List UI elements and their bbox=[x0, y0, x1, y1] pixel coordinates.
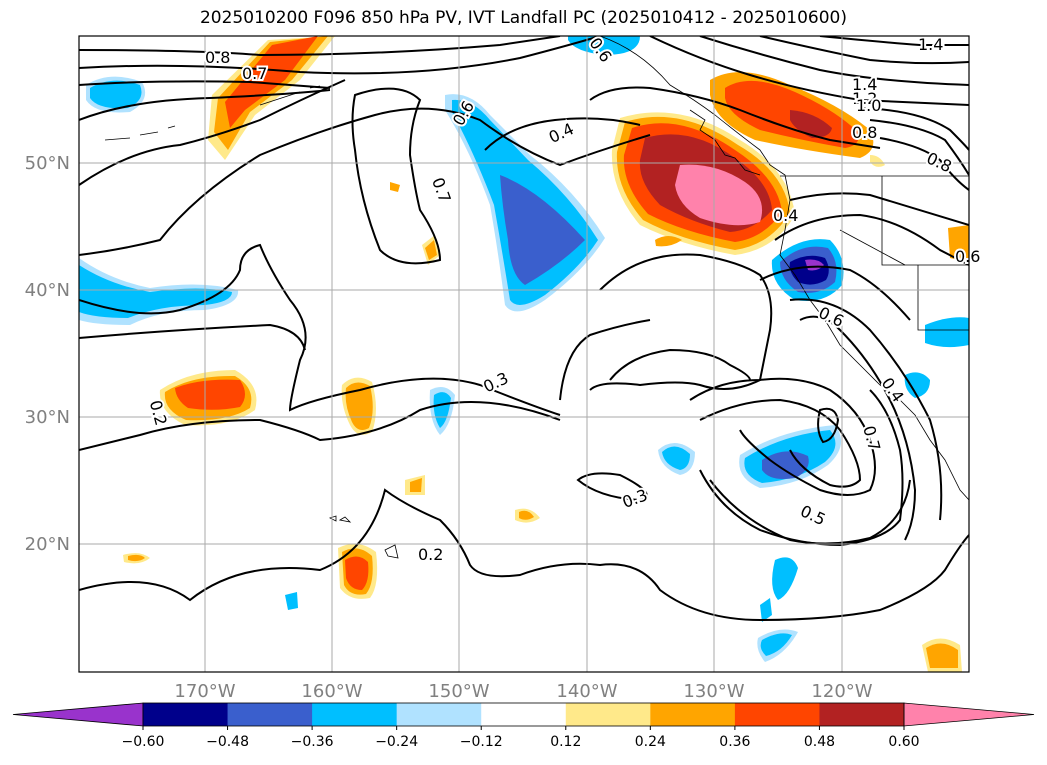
pv-shading bbox=[79, 36, 969, 672]
colorbar-tick-label: −0.36 bbox=[291, 734, 334, 750]
colorbar-tick-label: 0.48 bbox=[804, 734, 835, 750]
colorbar-segment bbox=[312, 703, 398, 726]
colorbar-tick-label: 0.24 bbox=[635, 734, 666, 750]
contour-label: 1.4 bbox=[852, 75, 877, 94]
colorbar-extend-low bbox=[12, 702, 144, 727]
colorbar-tick-label: −0.60 bbox=[122, 734, 165, 750]
colorbar bbox=[12, 702, 1035, 727]
colorbar-outline bbox=[142, 702, 905, 727]
lat-label: 20°N bbox=[25, 534, 70, 555]
coastlines bbox=[104, 36, 969, 559]
map-frame bbox=[78, 35, 970, 673]
colorbar-segment bbox=[819, 703, 905, 726]
contour-label: 0.7 bbox=[242, 64, 267, 83]
colorbar-tick-label: −0.24 bbox=[375, 734, 418, 750]
colorbar-segment bbox=[650, 703, 736, 726]
lon-label: 130°W bbox=[683, 681, 744, 702]
contour-label: 0.8 bbox=[852, 123, 877, 142]
lon-label: 170°W bbox=[174, 681, 235, 702]
lon-label: 120°W bbox=[811, 681, 872, 702]
contour-label: 1.4 bbox=[918, 35, 943, 54]
colorbar-tick-label: 0.12 bbox=[550, 734, 581, 750]
lat-label: 40°N bbox=[25, 280, 70, 301]
colorbar-ticks: −0.60 −0.48 −0.36 −0.24 −0.12 0.12 0.24 0.36 0.4… bbox=[122, 726, 920, 750]
contour-label: 1.0 bbox=[856, 96, 881, 115]
contour-label: 1.2 bbox=[852, 89, 877, 108]
pv-contours bbox=[79, 36, 969, 622]
lat-label: 50°N bbox=[25, 153, 70, 174]
contour-label: 0.2 bbox=[418, 545, 443, 564]
colorbar-tick-label: 0.60 bbox=[888, 734, 919, 750]
colorbar-segment bbox=[481, 703, 567, 726]
contour-label: 0.6 bbox=[955, 247, 980, 266]
map-title: 2025010200 F096 850 hPa PV, IVT Landfall… bbox=[199, 8, 847, 28]
colorbar-tick-label: −0.48 bbox=[206, 734, 249, 750]
colorbar-extend-high bbox=[903, 702, 1035, 727]
lon-label: 160°W bbox=[301, 681, 362, 702]
lon-label: 150°W bbox=[428, 681, 489, 702]
colorbar-segment bbox=[734, 703, 820, 726]
colorbar-segment bbox=[143, 703, 229, 726]
contour-label: 0.8 bbox=[205, 48, 230, 67]
longitude-labels: 170°W 160°W 150°W 140°W 130°W 120°W bbox=[174, 681, 872, 702]
colorbar-segment bbox=[565, 703, 651, 726]
colorbar-segment bbox=[227, 703, 313, 726]
colorbar-tick-label: 0.36 bbox=[719, 734, 750, 750]
colorbar-tick-label: −0.12 bbox=[460, 734, 503, 750]
colorbar-segment bbox=[396, 703, 482, 726]
lat-label: 30°N bbox=[25, 407, 70, 428]
lon-label: 140°W bbox=[556, 681, 617, 702]
contour-label: 0.4 bbox=[773, 206, 798, 225]
graticule bbox=[79, 36, 969, 672]
latitude-labels: 50°N 40°N 30°N 20°N bbox=[25, 153, 70, 555]
